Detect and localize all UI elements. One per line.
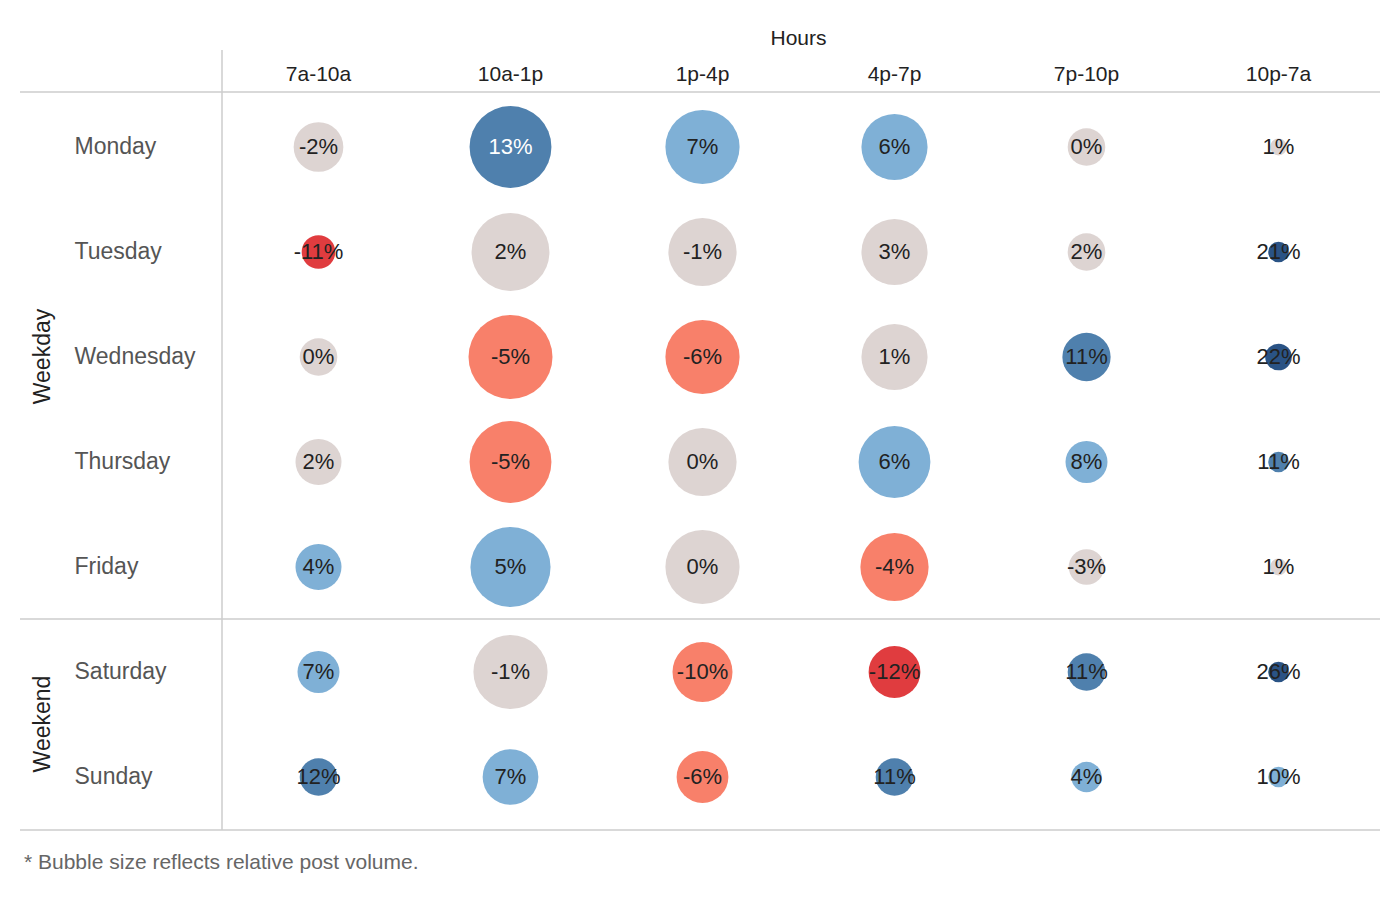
svg-text:Weekend: Weekend [29,676,55,773]
svg-text:21%: 21% [1256,239,1300,264]
svg-text:11%: 11% [1065,344,1107,369]
svg-text:-5%: -5% [491,344,530,369]
svg-text:10p-7a: 10p-7a [1246,62,1312,85]
svg-text:13%: 13% [488,134,532,159]
svg-text:0%: 0% [303,344,335,369]
svg-text:12%: 12% [296,764,340,789]
svg-text:Weekday: Weekday [29,308,55,404]
svg-text:6%: 6% [879,134,911,159]
svg-text:Thursday: Thursday [75,448,171,474]
svg-text:7%: 7% [687,134,719,159]
svg-text:0%: 0% [1071,134,1103,159]
svg-text:Saturday: Saturday [75,658,168,684]
svg-text:11%: 11% [873,764,915,789]
svg-text:-6%: -6% [683,764,722,789]
svg-text:8%: 8% [1071,449,1103,474]
svg-text:-3%: -3% [1067,554,1106,579]
svg-text:Sunday: Sunday [75,763,154,789]
svg-text:22%: 22% [1256,344,1300,369]
svg-text:10a-1p: 10a-1p [478,62,543,85]
svg-text:-6%: -6% [683,344,722,369]
svg-text:4p-7p: 4p-7p [868,62,922,85]
svg-text:1%: 1% [1263,554,1295,579]
svg-text:7%: 7% [303,659,335,684]
svg-text:5%: 5% [495,554,527,579]
svg-text:-5%: -5% [491,449,530,474]
svg-text:-1%: -1% [683,239,722,264]
svg-text:-10%: -10% [677,659,728,684]
svg-text:Wednesday: Wednesday [75,343,197,369]
svg-text:-4%: -4% [875,554,914,579]
svg-text:7p-10p: 7p-10p [1054,62,1119,85]
svg-text:11%: 11% [1257,449,1299,474]
svg-text:7a-10a: 7a-10a [286,62,352,85]
svg-text:-2%: -2% [299,134,338,159]
svg-text:6%: 6% [879,449,911,474]
svg-text:26%: 26% [1256,659,1300,684]
svg-text:1p-4p: 1p-4p [676,62,730,85]
svg-text:1%: 1% [1263,134,1295,159]
svg-text:11%: 11% [1065,659,1107,684]
svg-text:Tuesday: Tuesday [75,238,163,264]
svg-text:2%: 2% [495,239,527,264]
svg-text:10%: 10% [1256,764,1300,789]
svg-text:-11%: -11% [294,239,344,264]
svg-text:3%: 3% [879,239,911,264]
svg-text:2%: 2% [303,449,335,474]
svg-text:4%: 4% [1071,764,1103,789]
svg-text:1%: 1% [879,344,911,369]
svg-text:0%: 0% [687,449,719,474]
svg-text:0%: 0% [687,554,719,579]
svg-text:2%: 2% [1071,239,1103,264]
svg-text:-1%: -1% [491,659,530,684]
svg-text:Hours: Hours [770,26,826,49]
svg-text:4%: 4% [303,554,335,579]
svg-text:-12%: -12% [869,659,920,684]
svg-text:Friday: Friday [75,553,139,579]
html-text:* Bubble size reflects relativ: * Bubble size reflects relative post vol… [24,850,419,873]
svg-text:Monday: Monday [75,133,157,159]
svg-text:7%: 7% [495,764,527,789]
